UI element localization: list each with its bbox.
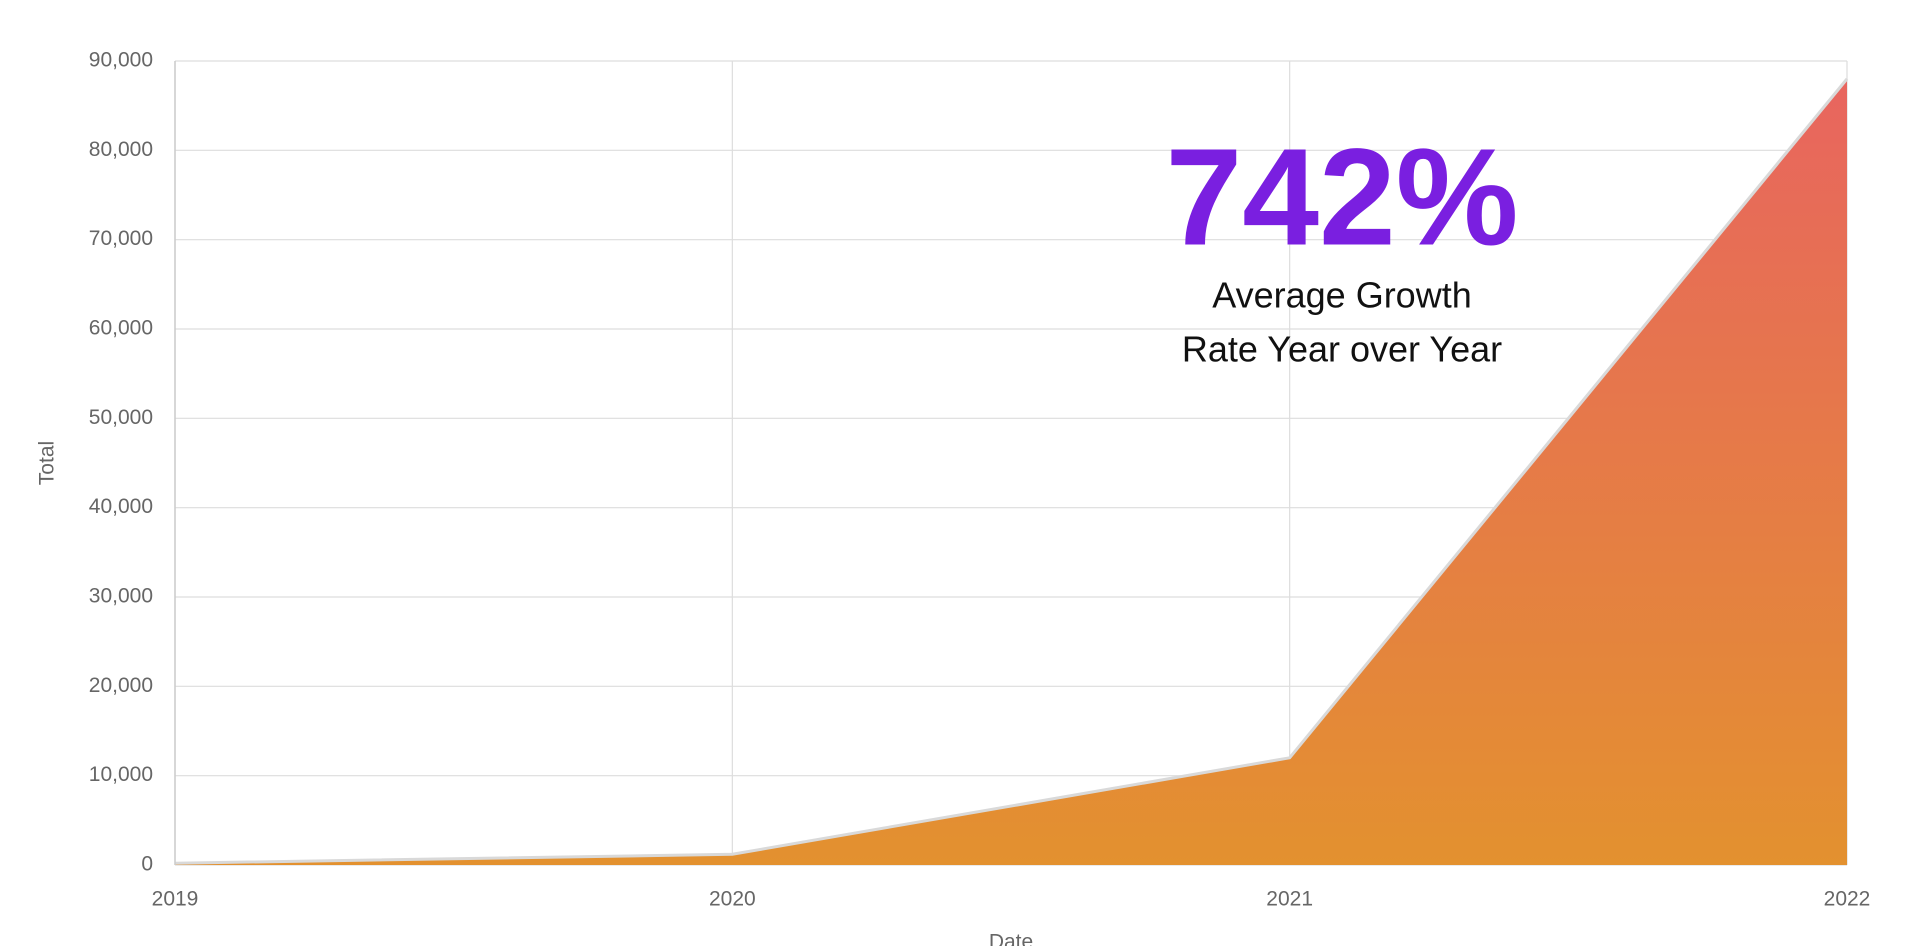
area-line	[174, 77, 1849, 865]
y-tick-label: 60,000	[89, 317, 153, 340]
area	[175, 78, 1847, 865]
y-tick-label: 30,000	[89, 585, 153, 608]
annotation-text: Average Growth	[1212, 275, 1471, 316]
y-tick-label: 0	[141, 853, 153, 876]
y-tick-label: 40,000	[89, 495, 153, 518]
y-tick-label: 70,000	[89, 227, 153, 250]
y-tick-label: 50,000	[89, 406, 153, 429]
annotation-text: Rate Year over Year	[1182, 329, 1502, 370]
x-axis-label: Date	[989, 931, 1033, 946]
x-tick-label: 2019	[152, 888, 199, 911]
y-tick-label: 90,000	[89, 49, 153, 72]
x-tick-label: 2022	[1824, 888, 1871, 911]
annotation-value: 742%	[1166, 120, 1519, 274]
y-tick-label: 10,000	[89, 763, 153, 786]
y-axis-label: Total	[36, 441, 59, 485]
y-tick-label: 20,000	[89, 674, 153, 697]
y-tick-label: 80,000	[89, 138, 153, 161]
x-tick-label: 2021	[1266, 888, 1313, 911]
x-tick-label: 2020	[709, 888, 756, 911]
